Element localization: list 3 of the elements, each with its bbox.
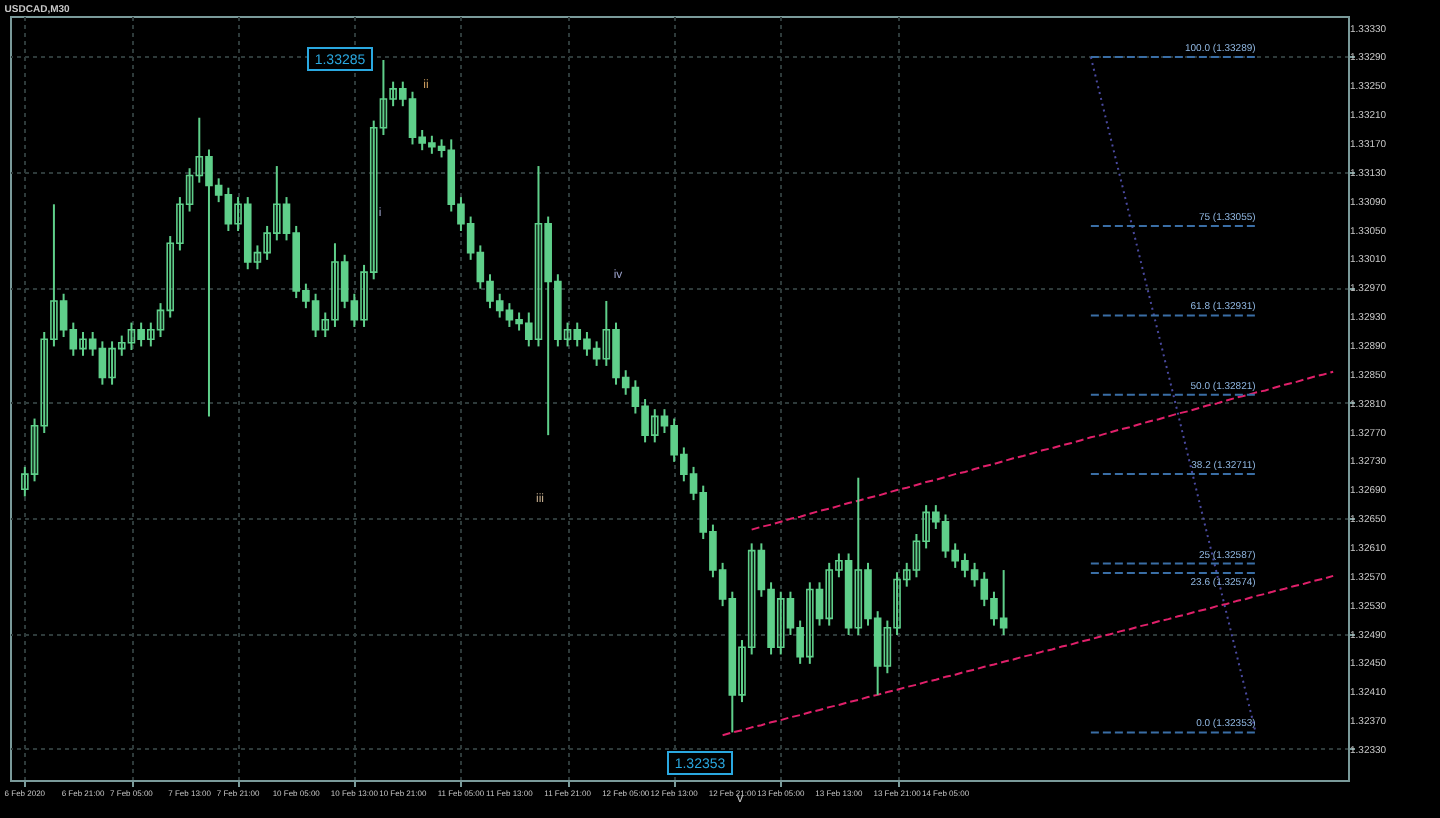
line-series [750, 370, 1335, 531]
line-series [721, 574, 1335, 737]
line-series [1089, 56, 1257, 734]
